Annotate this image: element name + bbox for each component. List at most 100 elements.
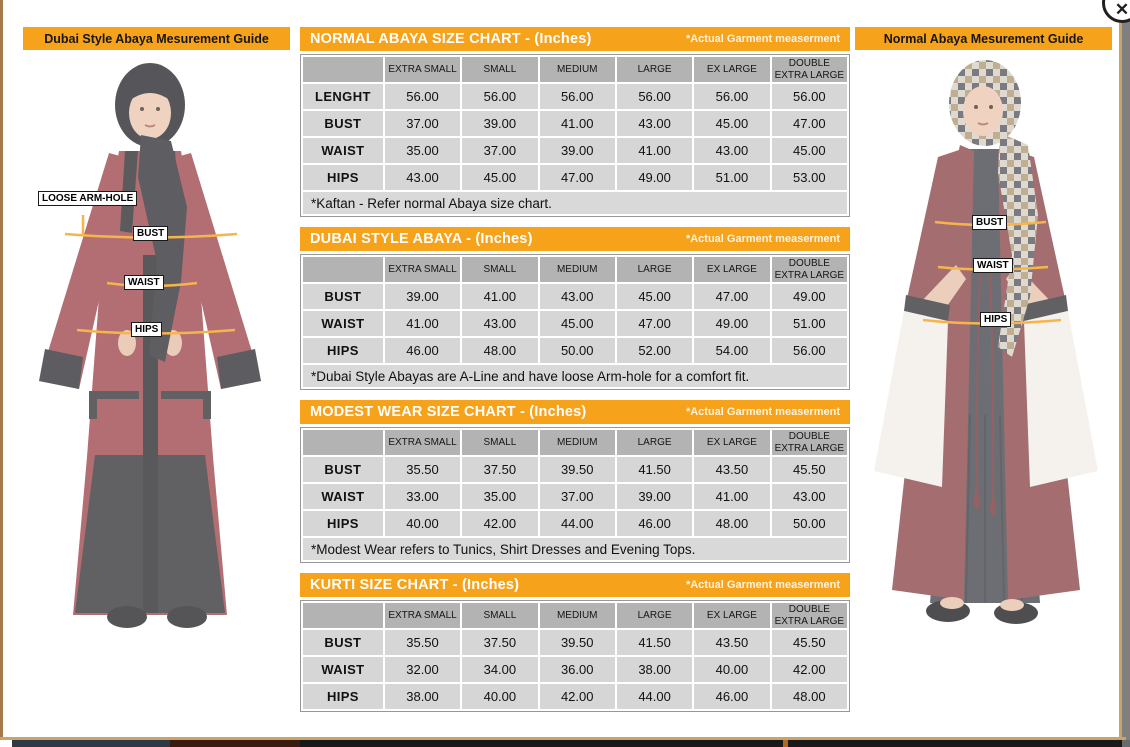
size-cell: 56.00 [771, 338, 847, 363]
size-cell: 36.00 [539, 657, 615, 682]
col-header: LARGE [616, 430, 693, 455]
right-guide-header: Normal Abaya Mesurement Guide [855, 27, 1112, 50]
size-cell: 51.00 [694, 165, 770, 190]
left-guide-header: Dubai Style Abaya Mesurement Guide [23, 27, 290, 50]
corner-cell [303, 57, 383, 82]
col-header: EX LARGE [694, 603, 770, 628]
row-label: LENGHT [303, 84, 383, 109]
chart-note: *Actual Garment measerment [685, 233, 840, 245]
normal-abaya-model-illustration [874, 60, 1098, 624]
size-cell: 38.00 [616, 657, 693, 682]
chart-title-bar: KURTI SIZE CHART - (Inches) *Actual Garm… [300, 573, 850, 597]
size-cell: 35.00 [462, 484, 538, 509]
size-cell: 39.50 [539, 457, 615, 482]
col-header: DOUBLE EXTRA LARGE [771, 57, 847, 82]
size-cell: 45.50 [771, 457, 847, 482]
close-button[interactable]: ✕ [1102, 0, 1130, 23]
header-row: EXTRA SMALL SMALL MEDIUM LARGE EX LARGE … [303, 257, 847, 282]
corner-cell [303, 257, 383, 282]
size-cell: 41.00 [616, 138, 693, 163]
size-cell: 48.00 [694, 511, 770, 536]
col-header: DOUBLE EXTRA LARGE [771, 257, 847, 282]
size-cell: 56.00 [539, 84, 615, 109]
size-cell: 52.00 [616, 338, 693, 363]
size-cell: 37.50 [462, 457, 538, 482]
size-cell: 37.00 [384, 111, 461, 136]
row-label: WAIST [303, 138, 383, 163]
size-cell: 43.00 [694, 138, 770, 163]
modal-border-right [1119, 0, 1122, 740]
size-cell: 56.00 [694, 84, 770, 109]
chart-note: *Actual Garment measerment [685, 406, 840, 418]
size-cell: 39.00 [462, 111, 538, 136]
size-cell: 49.00 [771, 284, 847, 309]
size-cell: 48.00 [771, 684, 847, 709]
col-header: SMALL [462, 430, 538, 455]
chart-title: KURTI SIZE CHART - (Inches) [310, 577, 520, 593]
row-label: BUST [303, 457, 383, 482]
size-cell: 56.00 [462, 84, 538, 109]
waist-label-right: WAIST [973, 258, 1013, 273]
row-label: HIPS [303, 165, 383, 190]
col-header: DOUBLE EXTRA LARGE [771, 603, 847, 628]
bust-label-left: BUST [133, 226, 169, 241]
size-cell: 45.00 [616, 284, 693, 309]
size-cell: 53.00 [771, 165, 847, 190]
table-row: WAIST 35.00 37.00 39.00 41.00 43.00 45.0… [303, 138, 847, 163]
size-cell: 41.00 [462, 284, 538, 309]
hips-label-right: HIPS [980, 312, 1012, 327]
size-cell: 51.00 [771, 311, 847, 336]
col-header: SMALL [462, 57, 538, 82]
chart-title: MODEST WEAR SIZE CHART - (Inches) [310, 404, 587, 420]
col-header: MEDIUM [539, 603, 615, 628]
size-cell: 50.00 [539, 338, 615, 363]
size-cell: 41.50 [616, 457, 693, 482]
col-header: SMALL [462, 257, 538, 282]
chart-footnote: *Kaftan - Refer normal Abaya size chart. [303, 192, 847, 214]
size-cell: 45.00 [771, 138, 847, 163]
table-row: WAIST 33.00 35.00 37.00 39.00 41.00 43.0… [303, 484, 847, 509]
col-header: MEDIUM [539, 257, 615, 282]
size-cell: 45.00 [694, 111, 770, 136]
col-header: EXTRA SMALL [384, 57, 461, 82]
chart-title: DUBAI STYLE ABAYA - (Inches) [310, 231, 533, 247]
size-cell: 46.00 [616, 511, 693, 536]
size-cell: 39.00 [616, 484, 693, 509]
size-cell: 41.00 [539, 111, 615, 136]
size-cell: 56.00 [384, 84, 461, 109]
size-cell: 42.00 [462, 511, 538, 536]
size-cell: 46.00 [384, 338, 461, 363]
row-label: WAIST [303, 657, 383, 682]
table-row: HIPS 40.00 42.00 44.00 46.00 48.00 50.00 [303, 511, 847, 536]
col-header: EXTRA SMALL [384, 430, 461, 455]
size-cell: 37.00 [462, 138, 538, 163]
waist-label-left: WAIST [124, 275, 164, 290]
row-label: WAIST [303, 484, 383, 509]
col-header: EXTRA SMALL [384, 257, 461, 282]
size-cell: 37.50 [462, 630, 538, 655]
size-chart-normal-abaya: NORMAL ABAYA SIZE CHART - (Inches) *Actu… [300, 27, 850, 217]
col-header: DOUBLE EXTRA LARGE [771, 430, 847, 455]
page-content-behind-modal [0, 740, 1130, 747]
col-header: EXTRA SMALL [384, 603, 461, 628]
hips-label-left: HIPS [131, 322, 163, 337]
size-cell: 45.50 [771, 630, 847, 655]
size-cell: 35.50 [384, 630, 461, 655]
col-header: EX LARGE [694, 430, 770, 455]
row-label: BUST [303, 630, 383, 655]
size-cell: 54.00 [694, 338, 770, 363]
size-cell: 43.00 [384, 165, 461, 190]
header-row: EXTRA SMALL SMALL MEDIUM LARGE EX LARGE … [303, 603, 847, 628]
size-charts-column: NORMAL ABAYA SIZE CHART - (Inches) *Actu… [300, 27, 850, 722]
modal-border-bottom [0, 737, 1126, 740]
size-cell: 43.00 [616, 111, 693, 136]
chart-note: *Actual Garment measerment [685, 33, 840, 45]
size-cell: 47.00 [539, 165, 615, 190]
chart-note: *Actual Garment measerment [685, 579, 840, 591]
row-label: BUST [303, 284, 383, 309]
row-label: HIPS [303, 684, 383, 709]
dubai-abaya-model-illustration [39, 63, 261, 628]
size-cell: 41.50 [616, 630, 693, 655]
table-row: WAIST 41.00 43.00 45.00 47.00 49.00 51.0… [303, 311, 847, 336]
